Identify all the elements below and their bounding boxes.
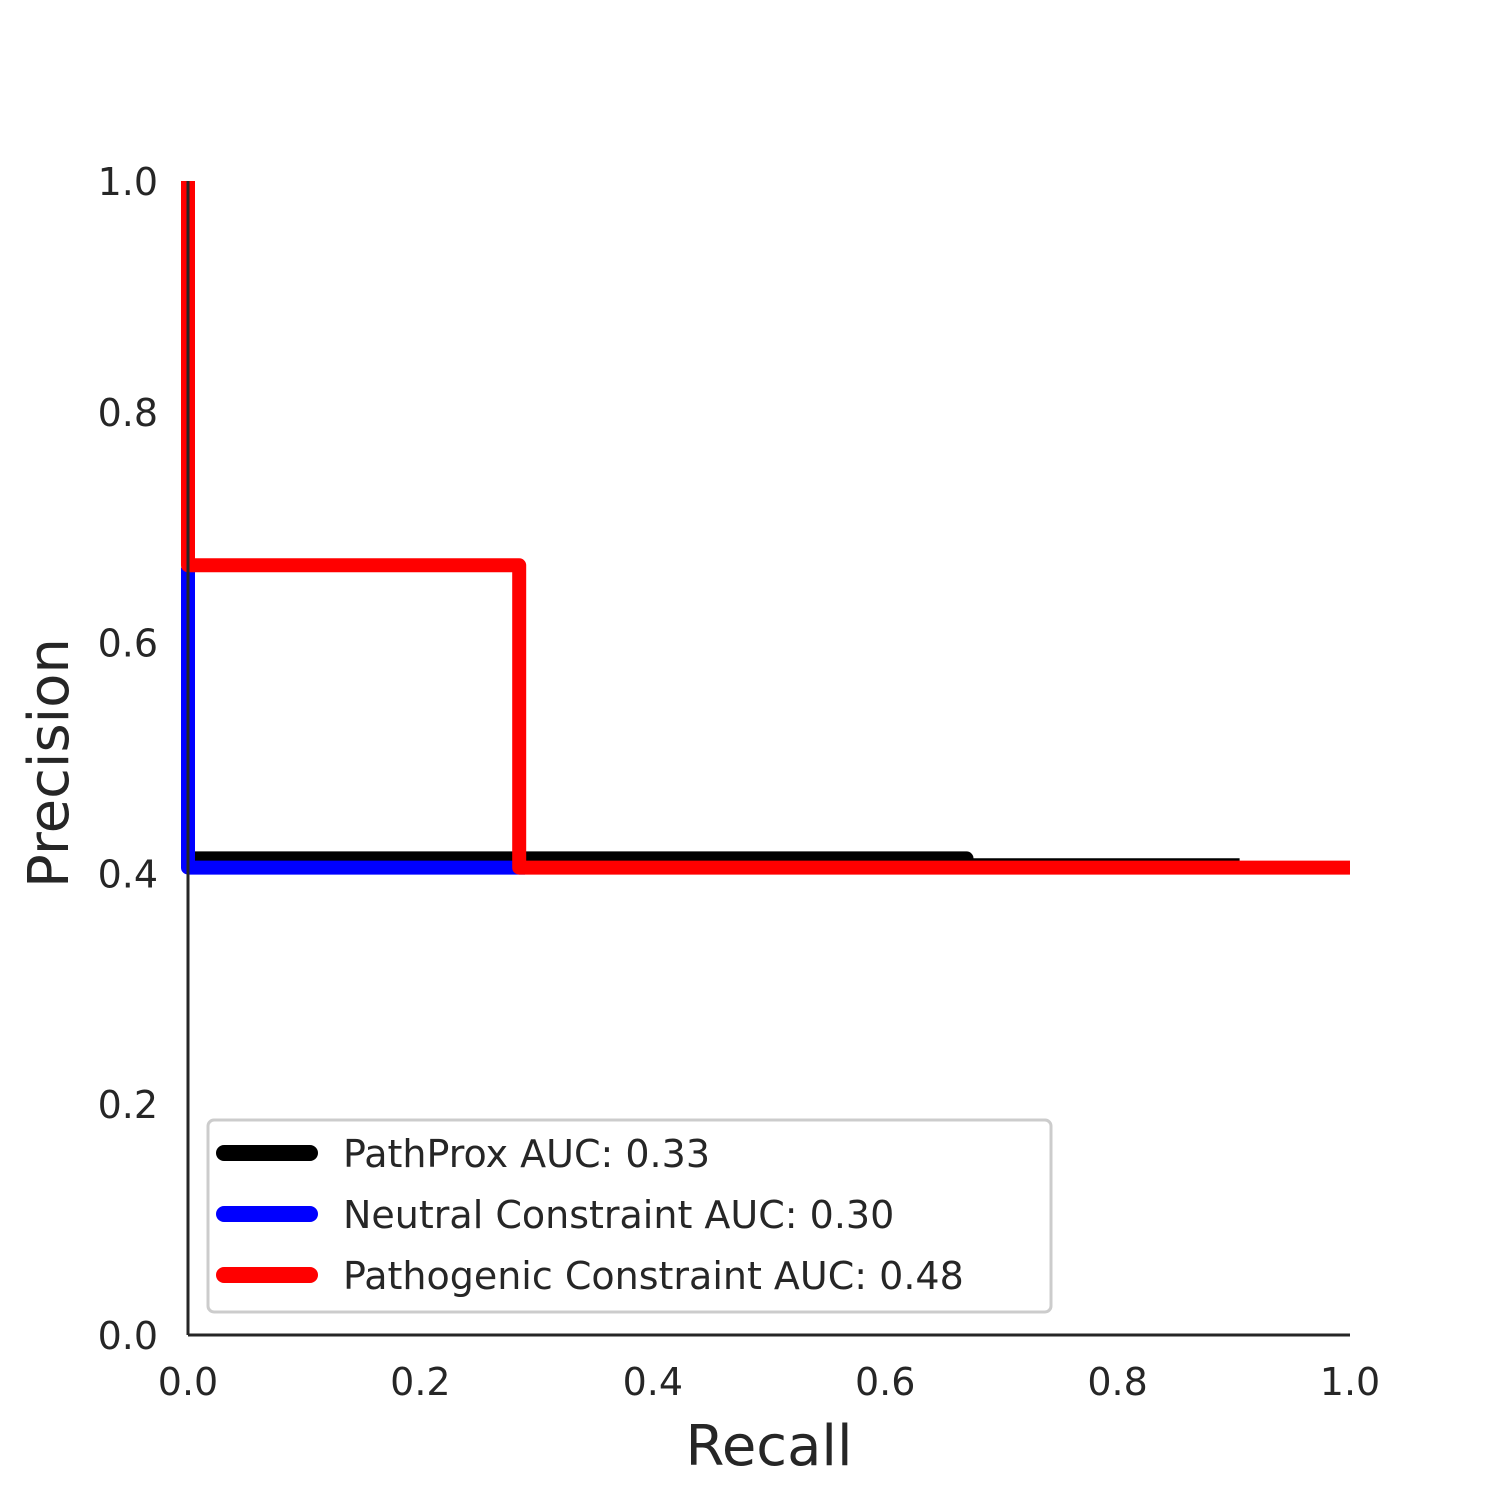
ticks-layer: 0.0 0.2 0.4 0.6 0.8 1.0 0.0 0.2 0.4 0.6 0.8 1.0 xyxy=(98,160,1381,1404)
legend-label-1: PathProx AUC: 0.33 xyxy=(343,1132,710,1176)
legend-label-3: Pathogenic Constraint AUC: 0.48 xyxy=(343,1254,964,1298)
x-tick-label: 0.4 xyxy=(623,1360,683,1404)
x-tick-label: 1.0 xyxy=(1320,1360,1380,1404)
x-axis-title: Recall xyxy=(685,1414,852,1479)
y-tick-label: 0.2 xyxy=(98,1083,158,1127)
y-tick-label: 0.8 xyxy=(98,391,158,435)
x-tick-label: 0.2 xyxy=(390,1360,450,1404)
legend: PathProx AUC: 0.33 Neutral Constraint AUC… xyxy=(206,1118,1053,1314)
y-tick-label: 0.4 xyxy=(98,852,158,896)
y-tick-label: 1.0 xyxy=(98,160,158,204)
series-line-3 xyxy=(181,181,1350,875)
x-tick-label: 0.6 xyxy=(855,1360,915,1404)
legend-box xyxy=(206,1118,1053,1314)
y-tick-label: 0.0 xyxy=(98,1314,158,1358)
y-axis-title: Precision xyxy=(17,638,82,888)
x-tick-label: 0.0 xyxy=(158,1360,218,1404)
x-tick-label: 0.8 xyxy=(1087,1360,1147,1404)
legend-label-2: Neutral Constraint AUC: 0.30 xyxy=(343,1193,894,1237)
y-tick-label: 0.6 xyxy=(98,622,158,666)
series-layer xyxy=(181,181,1350,875)
series-line-2 xyxy=(181,567,525,875)
axes-layer xyxy=(186,181,1350,1337)
